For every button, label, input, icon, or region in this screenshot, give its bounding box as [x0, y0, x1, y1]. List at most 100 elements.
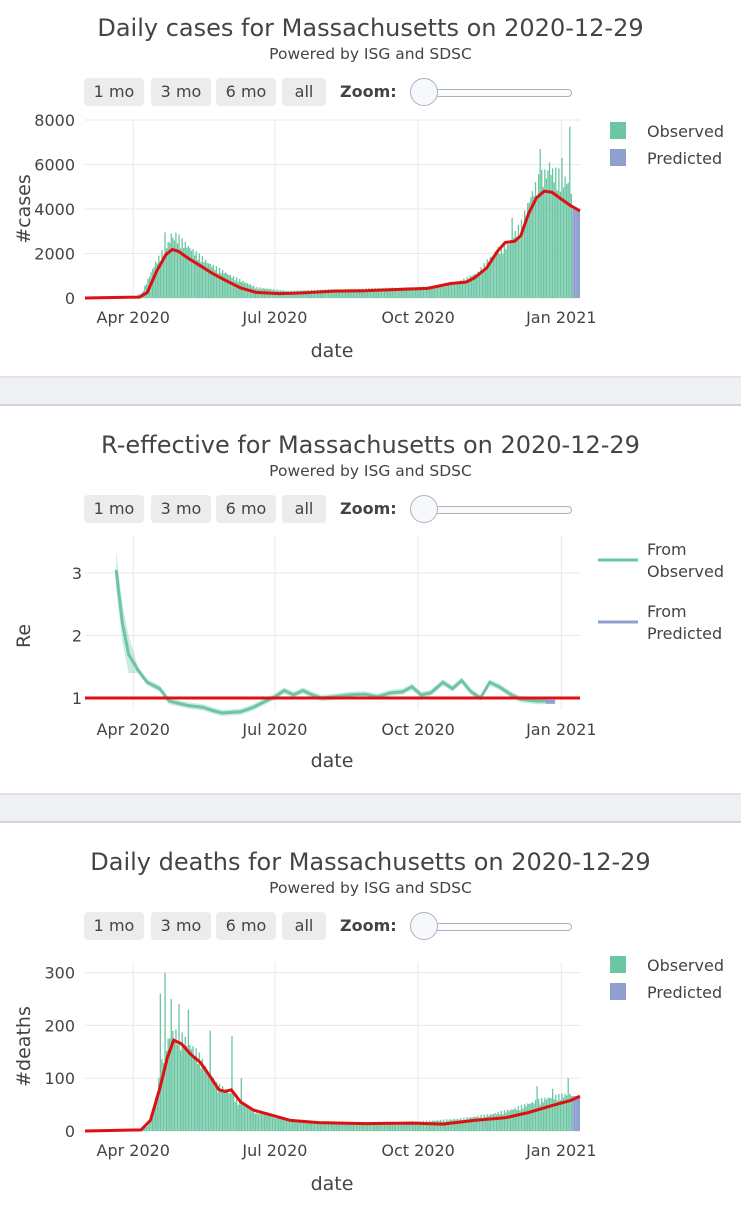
x-tick-label: Jan 2021 [525, 308, 596, 327]
predicted-bar [577, 209, 579, 298]
observed-bar [522, 228, 523, 298]
observed-bar [309, 1122, 310, 1131]
y-tick-label: 3 [72, 564, 82, 583]
observed-bar [494, 252, 495, 298]
observed-bar [437, 1120, 438, 1131]
y-tick-label: 1 [72, 689, 82, 708]
observed-bar [536, 196, 537, 298]
observed-bar [543, 187, 544, 298]
observed-bar [457, 1119, 458, 1131]
observed-bar [236, 1098, 237, 1131]
observed-bar [275, 1118, 276, 1131]
observed-bar [477, 1116, 478, 1131]
observed-bar [188, 246, 189, 298]
observed-bar [242, 1103, 243, 1131]
y-axis-title: #cases [13, 174, 35, 244]
observed-bar [501, 245, 502, 298]
observed-bar [564, 177, 565, 298]
observed-bar [454, 1119, 455, 1131]
observed-bar [527, 1103, 528, 1131]
observed-bar [544, 1098, 545, 1131]
x-tick-label: Oct 2020 [381, 1141, 454, 1160]
observed-bar [533, 196, 534, 298]
x-tick-label: Oct 2020 [381, 720, 454, 739]
x-tick-label: Apr 2020 [97, 308, 170, 327]
observed-bar [161, 1059, 162, 1131]
observed-bar [521, 1105, 522, 1131]
legend-predicted-label: From [647, 602, 687, 621]
observed-bar [269, 1116, 270, 1131]
observed-bar [298, 1121, 299, 1131]
observed-bar [171, 999, 172, 1131]
observed-bar [175, 233, 176, 298]
x-tick-label: Jul 2020 [241, 720, 307, 739]
legend-predicted-swatch [610, 983, 626, 1000]
observed-bar [449, 1119, 450, 1131]
observed-bar [505, 249, 506, 298]
observed-bar [210, 1031, 211, 1131]
observed-bar [210, 264, 211, 298]
x-tick-label: Jul 2020 [241, 308, 307, 327]
observed-bar [513, 1110, 514, 1131]
observed-bar [549, 1098, 550, 1131]
observed-bar [502, 254, 503, 298]
observed-bar [241, 282, 242, 298]
observed-bar [452, 1119, 453, 1131]
observed-bar [538, 1099, 539, 1131]
observed-bar [262, 1113, 263, 1131]
observed-bar [295, 1121, 296, 1131]
observed-bar [529, 1104, 530, 1131]
observed-bar [252, 1111, 253, 1131]
observed-bar [256, 1111, 257, 1131]
x-tick-label: Apr 2020 [97, 720, 170, 739]
observed-bar [516, 236, 517, 298]
observed-bar [233, 276, 234, 298]
observed-bar [188, 1010, 189, 1131]
observed-bar [222, 1086, 223, 1131]
observed-bar [510, 1110, 511, 1131]
observed-bar [350, 1124, 351, 1131]
observed-bar [239, 1101, 240, 1131]
observed-bar [281, 1118, 282, 1131]
y-tick-label: 0 [65, 1122, 75, 1141]
observed-bar [255, 1114, 256, 1131]
observed-bar [455, 283, 456, 298]
observed-bar [217, 1092, 218, 1131]
observed-bar [231, 278, 232, 298]
observed-bar [189, 248, 190, 298]
observed-bar [292, 1121, 293, 1131]
observed-bar [538, 174, 539, 298]
observed-bar [202, 256, 203, 298]
observed-bar [213, 1078, 214, 1131]
observed-bar [560, 192, 561, 298]
observed-bar [459, 283, 460, 298]
observed-bar [469, 1117, 470, 1131]
observed-bar [161, 250, 162, 298]
observed-bar [178, 1004, 179, 1131]
observed-bar [526, 1106, 527, 1131]
observed-bar [510, 240, 511, 298]
observed-bar [555, 1095, 556, 1131]
observed-bar [501, 1111, 502, 1131]
observed-bar [206, 1072, 207, 1131]
observed-bar [438, 1121, 439, 1131]
x-tick-label: Oct 2020 [381, 308, 454, 327]
observed-bar [526, 216, 527, 298]
observed-bar [230, 275, 231, 298]
observed-bar [196, 251, 197, 298]
observed-bar [261, 1114, 262, 1131]
x-tick-label: Apr 2020 [97, 1141, 170, 1160]
y-tick-label: 100 [44, 1069, 75, 1088]
legend-observed-label: Observed [647, 122, 724, 141]
observed-bar [512, 1109, 513, 1131]
observed-bar [554, 182, 555, 298]
observed-bar [552, 1089, 553, 1131]
legend-predicted-swatch [610, 149, 626, 166]
observed-bar [508, 245, 509, 298]
x-tick-label: Jul 2020 [241, 1141, 307, 1160]
observed-bar [227, 1091, 228, 1131]
legend-observed-swatch [610, 122, 626, 139]
observed-bar [438, 286, 439, 298]
observed-bar [494, 1113, 495, 1131]
legend-predicted-label: Predicted [647, 149, 722, 168]
